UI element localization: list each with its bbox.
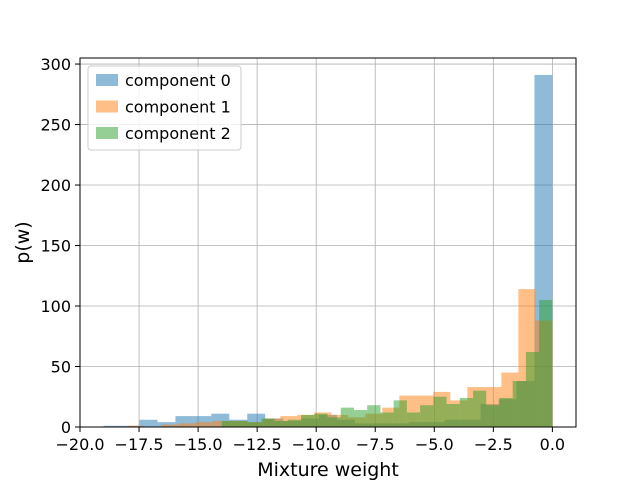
bar bbox=[367, 405, 381, 427]
bar bbox=[459, 397, 474, 427]
x-tick-label: −17.5 bbox=[115, 435, 164, 454]
legend-swatch bbox=[96, 74, 118, 86]
y-tick-label: 100 bbox=[40, 297, 71, 316]
bar bbox=[103, 425, 122, 427]
x-tick-label: −12.5 bbox=[233, 435, 282, 454]
legend: component 0 component 1 component 2 bbox=[87, 65, 242, 151]
bar bbox=[340, 407, 354, 427]
y-tick-label: 200 bbox=[40, 176, 71, 195]
bar bbox=[195, 422, 213, 427]
bar bbox=[221, 420, 235, 427]
x-tick-label: −5.0 bbox=[415, 435, 454, 454]
bar bbox=[248, 422, 262, 427]
bar bbox=[539, 299, 553, 427]
bar bbox=[433, 396, 447, 427]
x-tick-label: −10.0 bbox=[292, 435, 341, 454]
y-axis-label: p(w) bbox=[12, 221, 34, 263]
bar bbox=[314, 413, 328, 427]
y-tick-label: 300 bbox=[40, 55, 71, 74]
bar bbox=[287, 419, 302, 427]
plot-frame bbox=[79, 57, 577, 428]
y-tick-label: 150 bbox=[40, 237, 71, 256]
bar bbox=[512, 381, 526, 427]
legend-label: component 2 bbox=[125, 124, 231, 143]
bar bbox=[234, 420, 249, 427]
x-axis-label: Mixture weight bbox=[257, 459, 399, 480]
bar bbox=[274, 420, 288, 427]
bar bbox=[393, 400, 407, 427]
x-tick-label: −7.5 bbox=[356, 435, 395, 454]
bar bbox=[301, 414, 315, 427]
y-tick-label: 250 bbox=[40, 116, 71, 135]
bar bbox=[525, 351, 540, 427]
grid bbox=[79, 58, 576, 428]
bar bbox=[486, 405, 500, 427]
series-2 bbox=[221, 299, 553, 427]
bar bbox=[127, 425, 145, 427]
bar bbox=[139, 419, 158, 427]
bar bbox=[161, 424, 179, 427]
bar bbox=[175, 416, 194, 427]
y-tick-label: 50 bbox=[51, 358, 71, 377]
legend-box bbox=[87, 65, 242, 151]
legend-swatch bbox=[96, 127, 118, 139]
y-tick-label: 0 bbox=[61, 418, 71, 437]
bar bbox=[193, 416, 212, 427]
bar bbox=[327, 417, 341, 427]
bar bbox=[380, 412, 394, 427]
bar bbox=[212, 420, 230, 427]
bar bbox=[353, 410, 368, 427]
bar bbox=[473, 390, 487, 427]
x-tick-label: −15.0 bbox=[174, 435, 223, 454]
legend-label: component 1 bbox=[125, 98, 231, 117]
bar bbox=[178, 423, 196, 427]
bar bbox=[406, 412, 421, 427]
ticks: −20.0 −17.5 −15.0 −12.5 −10.0 −7.5 −5.0 −2.5 0.0… bbox=[40, 55, 565, 454]
bar bbox=[499, 397, 513, 427]
bar bbox=[446, 404, 460, 427]
bar bbox=[420, 405, 434, 427]
x-tick-label: −2.5 bbox=[474, 435, 513, 454]
x-tick-label: −20.0 bbox=[55, 435, 104, 454]
bar bbox=[261, 418, 275, 427]
bars bbox=[103, 74, 553, 427]
legend-label: component 0 bbox=[125, 71, 231, 90]
axes bbox=[79, 57, 577, 428]
x-tick-label: 0.0 bbox=[540, 435, 565, 454]
legend-swatch bbox=[96, 100, 118, 113]
